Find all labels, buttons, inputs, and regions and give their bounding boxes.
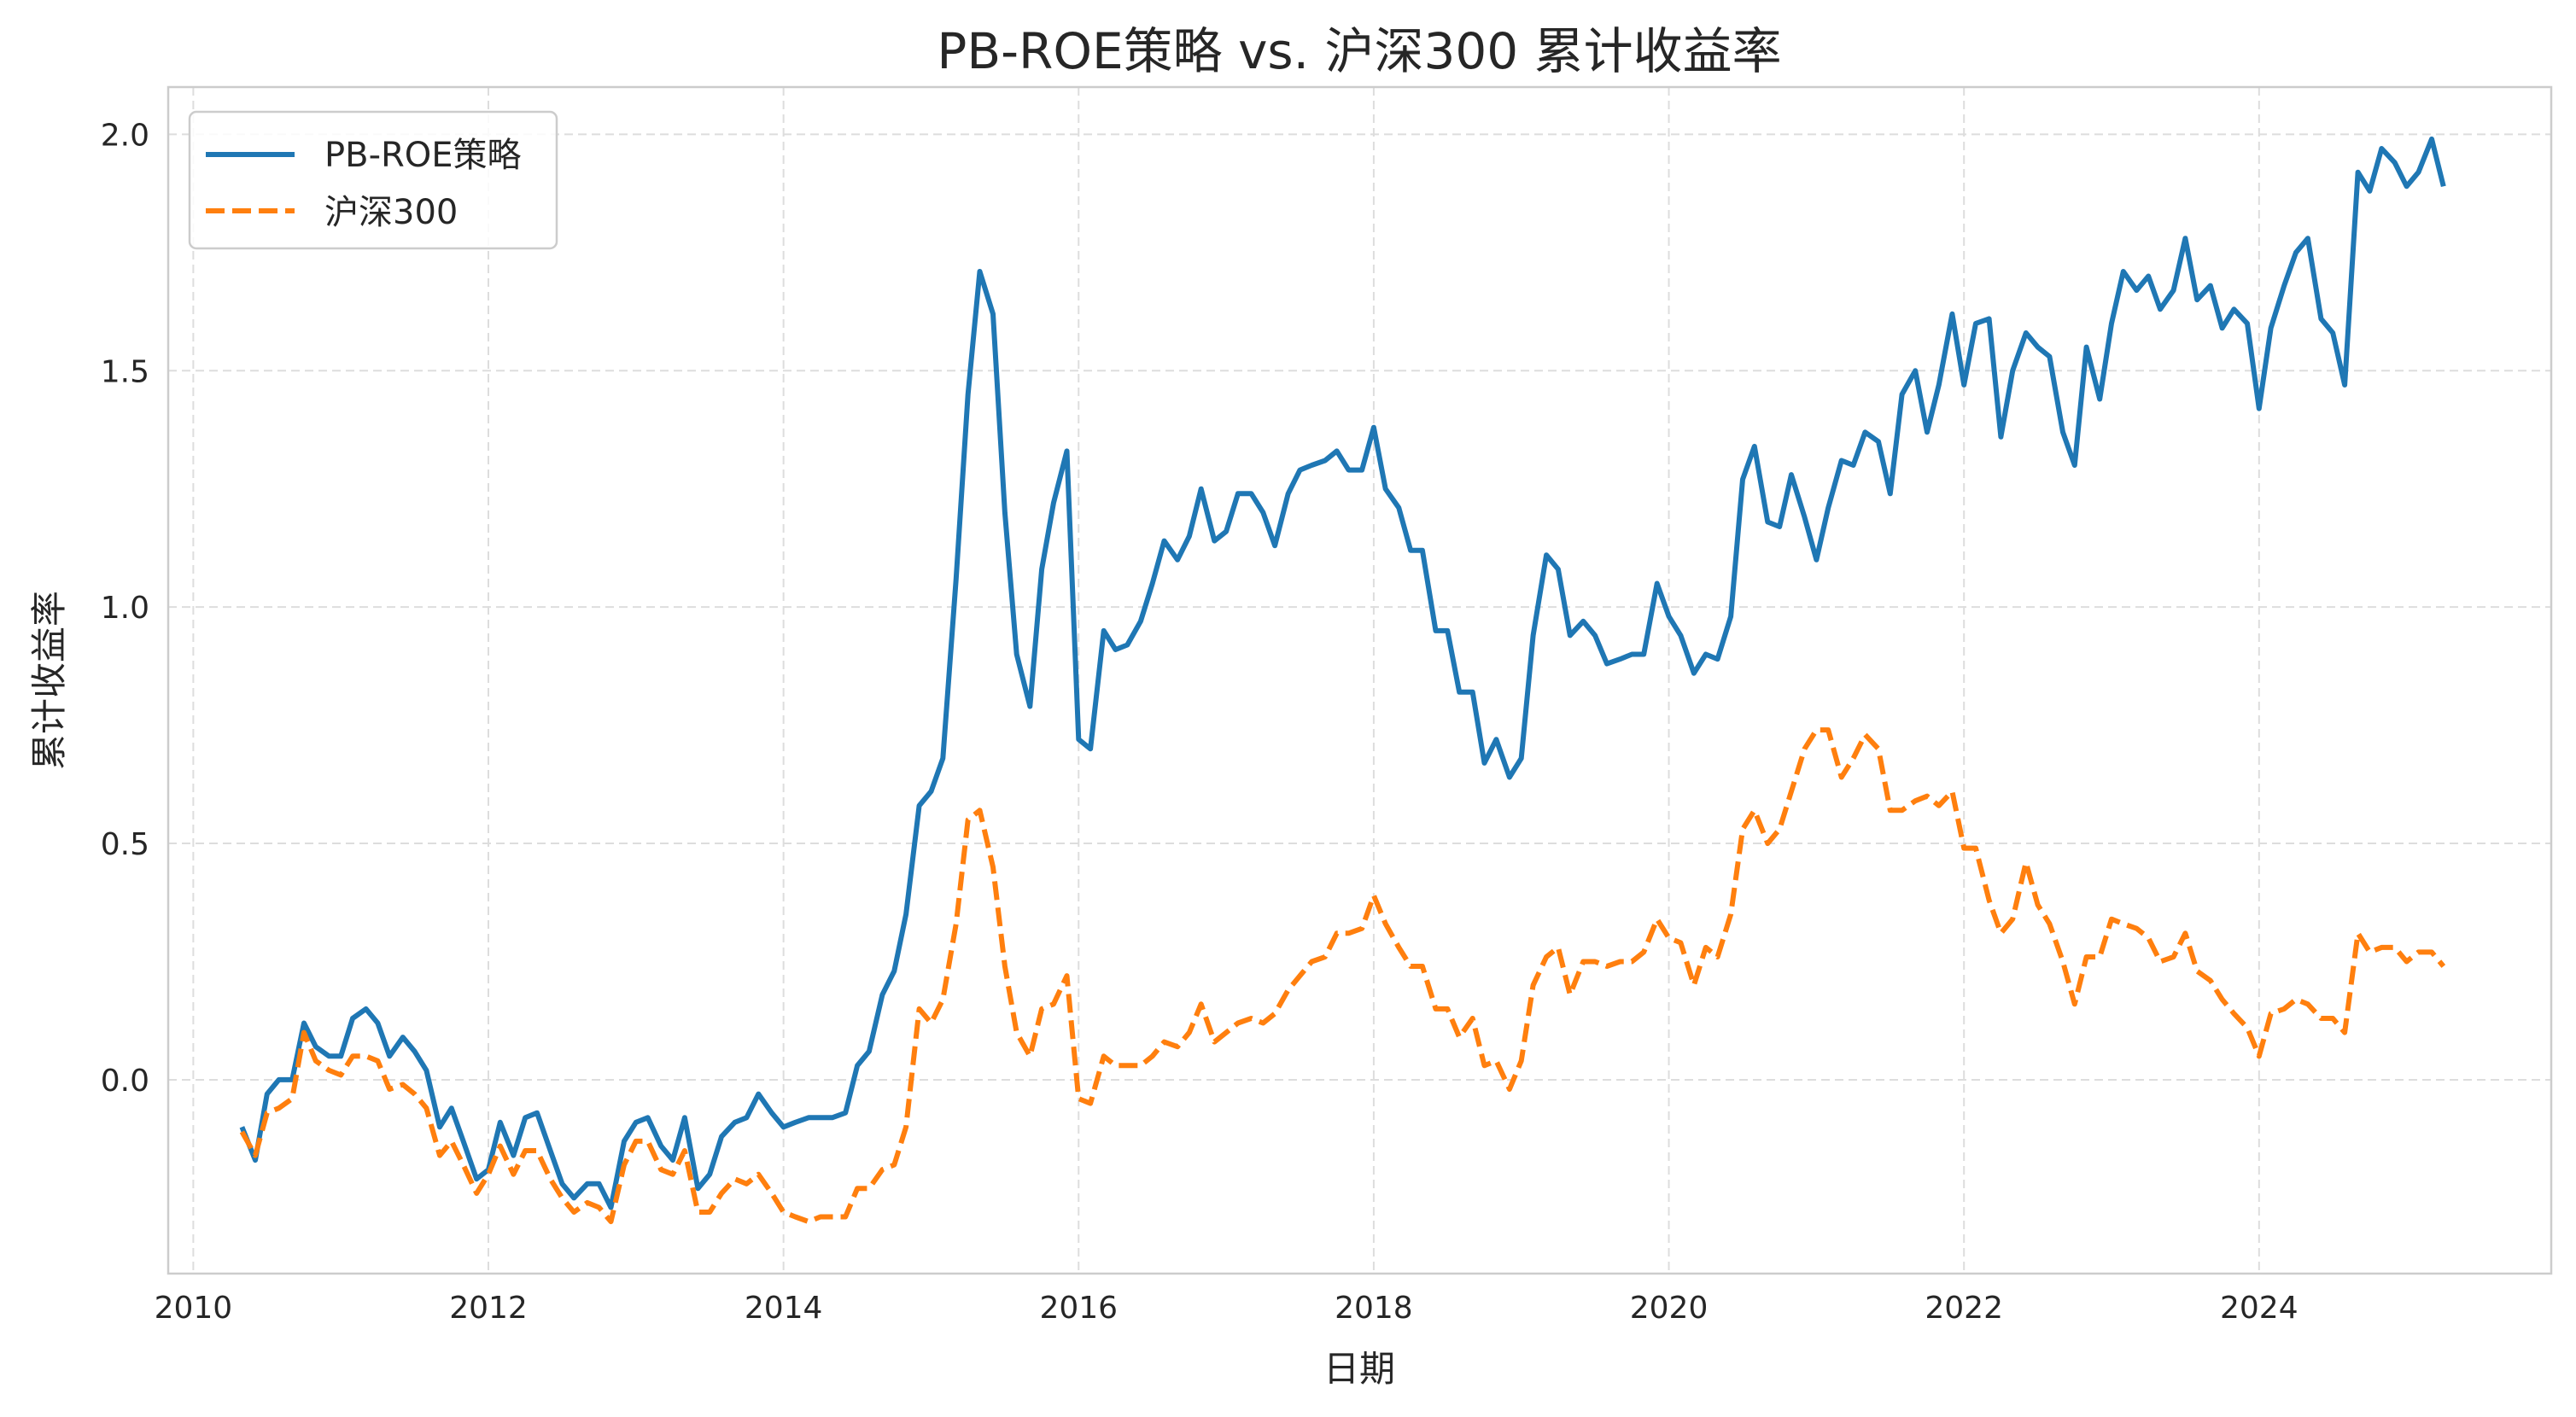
- x-tick-label: 2010: [155, 1291, 233, 1326]
- plot-frame: [166, 85, 2553, 1275]
- legend-label-strategy: PB-ROE策略: [324, 136, 522, 175]
- x-tick-label: 2016: [1039, 1291, 1118, 1326]
- x-tick-label: 2018: [1335, 1291, 1413, 1326]
- legend-box: [188, 110, 558, 250]
- x-tick-label: 2012: [449, 1291, 528, 1326]
- y-tick-label: 0.5: [101, 827, 149, 862]
- y-tick-label: 0.0: [101, 1064, 149, 1099]
- x-tick-label: 2020: [1630, 1291, 1709, 1326]
- chart-title: PB-ROE策略 vs. 沪深300 累计收益率: [937, 22, 1781, 80]
- x-tick-label: 2014: [745, 1291, 823, 1326]
- legend-label-hs300: 沪深300: [324, 193, 458, 232]
- series-line-hs300: [239, 727, 2446, 1225]
- tick-layer: 2010 2012 2014 2016 2018 2020 2022 2024 0.0 0.5 1.…: [101, 118, 2299, 1326]
- y-tick-label: 1.0: [101, 591, 149, 626]
- grid-layer: [168, 87, 2551, 1274]
- x-tick-label: 2024: [2220, 1291, 2299, 1326]
- y-tick-label: 1.5: [101, 354, 149, 389]
- series-line-strategy: [239, 136, 2446, 1210]
- x-axis-label: 日期: [1323, 1348, 1395, 1390]
- x-tick-label: 2022: [1925, 1291, 2003, 1326]
- y-axis-label: 累计收益率: [28, 591, 70, 770]
- series-layer: [239, 136, 2446, 1225]
- y-tick-label: 2.0: [101, 118, 149, 153]
- legend: PB-ROE策略 沪深300: [188, 110, 558, 250]
